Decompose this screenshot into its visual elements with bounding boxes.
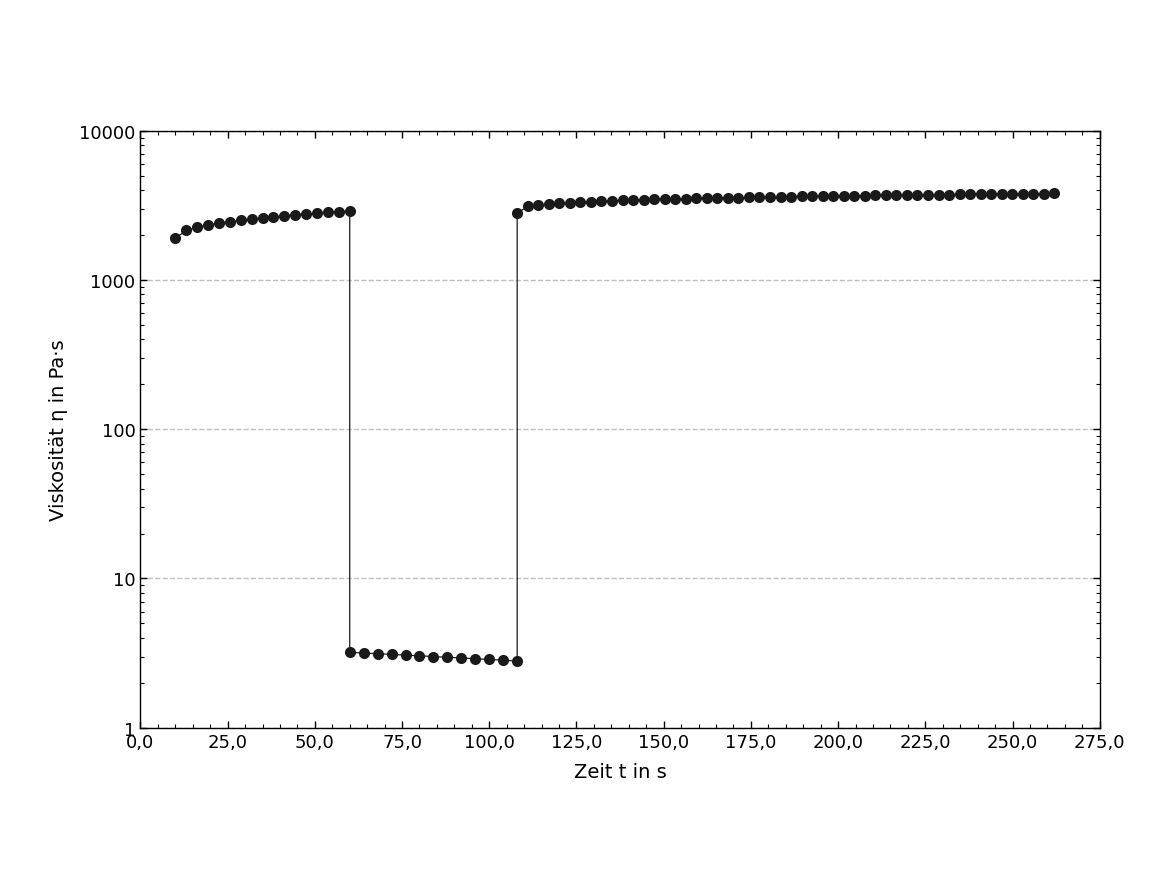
Point	[297, 208, 316, 222]
Point	[452, 652, 470, 666]
Point	[355, 646, 373, 660]
X-axis label: Zeit t in s: Zeit t in s	[573, 762, 667, 781]
Point	[950, 189, 969, 203]
Point	[855, 189, 874, 203]
Point	[340, 645, 359, 660]
Point	[550, 197, 569, 211]
Point	[940, 189, 958, 203]
Point	[803, 190, 821, 204]
Point	[961, 188, 979, 202]
Point	[220, 216, 239, 230]
Point	[918, 189, 937, 203]
Point	[397, 648, 415, 662]
Point	[782, 190, 800, 204]
Point	[508, 654, 526, 668]
Point	[624, 194, 642, 208]
Point	[645, 193, 663, 207]
Point	[560, 196, 579, 210]
Point	[887, 189, 906, 203]
Point	[1045, 187, 1064, 201]
Point	[908, 189, 927, 203]
Point	[187, 221, 206, 235]
Point	[369, 647, 387, 661]
Point	[708, 192, 727, 206]
Point	[466, 652, 484, 666]
Point	[992, 188, 1011, 202]
Point	[383, 647, 401, 661]
Point	[340, 204, 359, 218]
Point	[687, 192, 706, 206]
Point	[697, 192, 716, 206]
Point	[264, 210, 283, 225]
Point	[655, 193, 674, 207]
Point	[592, 195, 611, 209]
Point	[209, 217, 228, 231]
Point	[539, 197, 558, 211]
Point	[232, 214, 250, 228]
Point	[771, 190, 790, 204]
Point	[813, 190, 832, 204]
Point	[529, 199, 548, 213]
Point	[729, 191, 748, 205]
Point	[285, 209, 304, 223]
Point	[792, 190, 811, 204]
Point	[438, 651, 456, 665]
Point	[411, 649, 429, 663]
Point	[571, 196, 590, 210]
Point	[834, 189, 853, 203]
Point	[330, 205, 349, 219]
Point	[718, 191, 737, 205]
Point	[199, 218, 218, 232]
Point	[876, 189, 895, 203]
Point	[760, 190, 779, 204]
Point	[424, 650, 442, 664]
Y-axis label: Viskosität η in Pa·s: Viskosität η in Pa·s	[49, 339, 68, 520]
Point	[1034, 188, 1053, 202]
Point	[929, 189, 948, 203]
Point	[1003, 188, 1021, 202]
Point	[866, 189, 885, 203]
Point	[824, 189, 842, 203]
Point	[253, 211, 271, 225]
Point	[166, 232, 185, 246]
Point	[177, 224, 195, 238]
Point	[971, 188, 990, 202]
Point	[318, 206, 337, 220]
Point	[676, 192, 695, 206]
Point	[581, 196, 600, 210]
Point	[480, 652, 498, 667]
Point	[494, 653, 512, 667]
Point	[603, 195, 621, 209]
Point	[666, 193, 684, 207]
Point	[897, 189, 916, 203]
Point	[634, 194, 653, 208]
Point	[845, 189, 863, 203]
Point	[508, 207, 526, 221]
Point	[518, 200, 537, 214]
Point	[982, 188, 1000, 202]
Point	[1013, 188, 1032, 202]
Point	[750, 191, 769, 205]
Point	[275, 210, 294, 224]
Point	[308, 207, 326, 221]
Point	[242, 213, 261, 227]
Point	[739, 191, 758, 205]
Point	[1024, 188, 1042, 202]
Point	[613, 194, 632, 208]
